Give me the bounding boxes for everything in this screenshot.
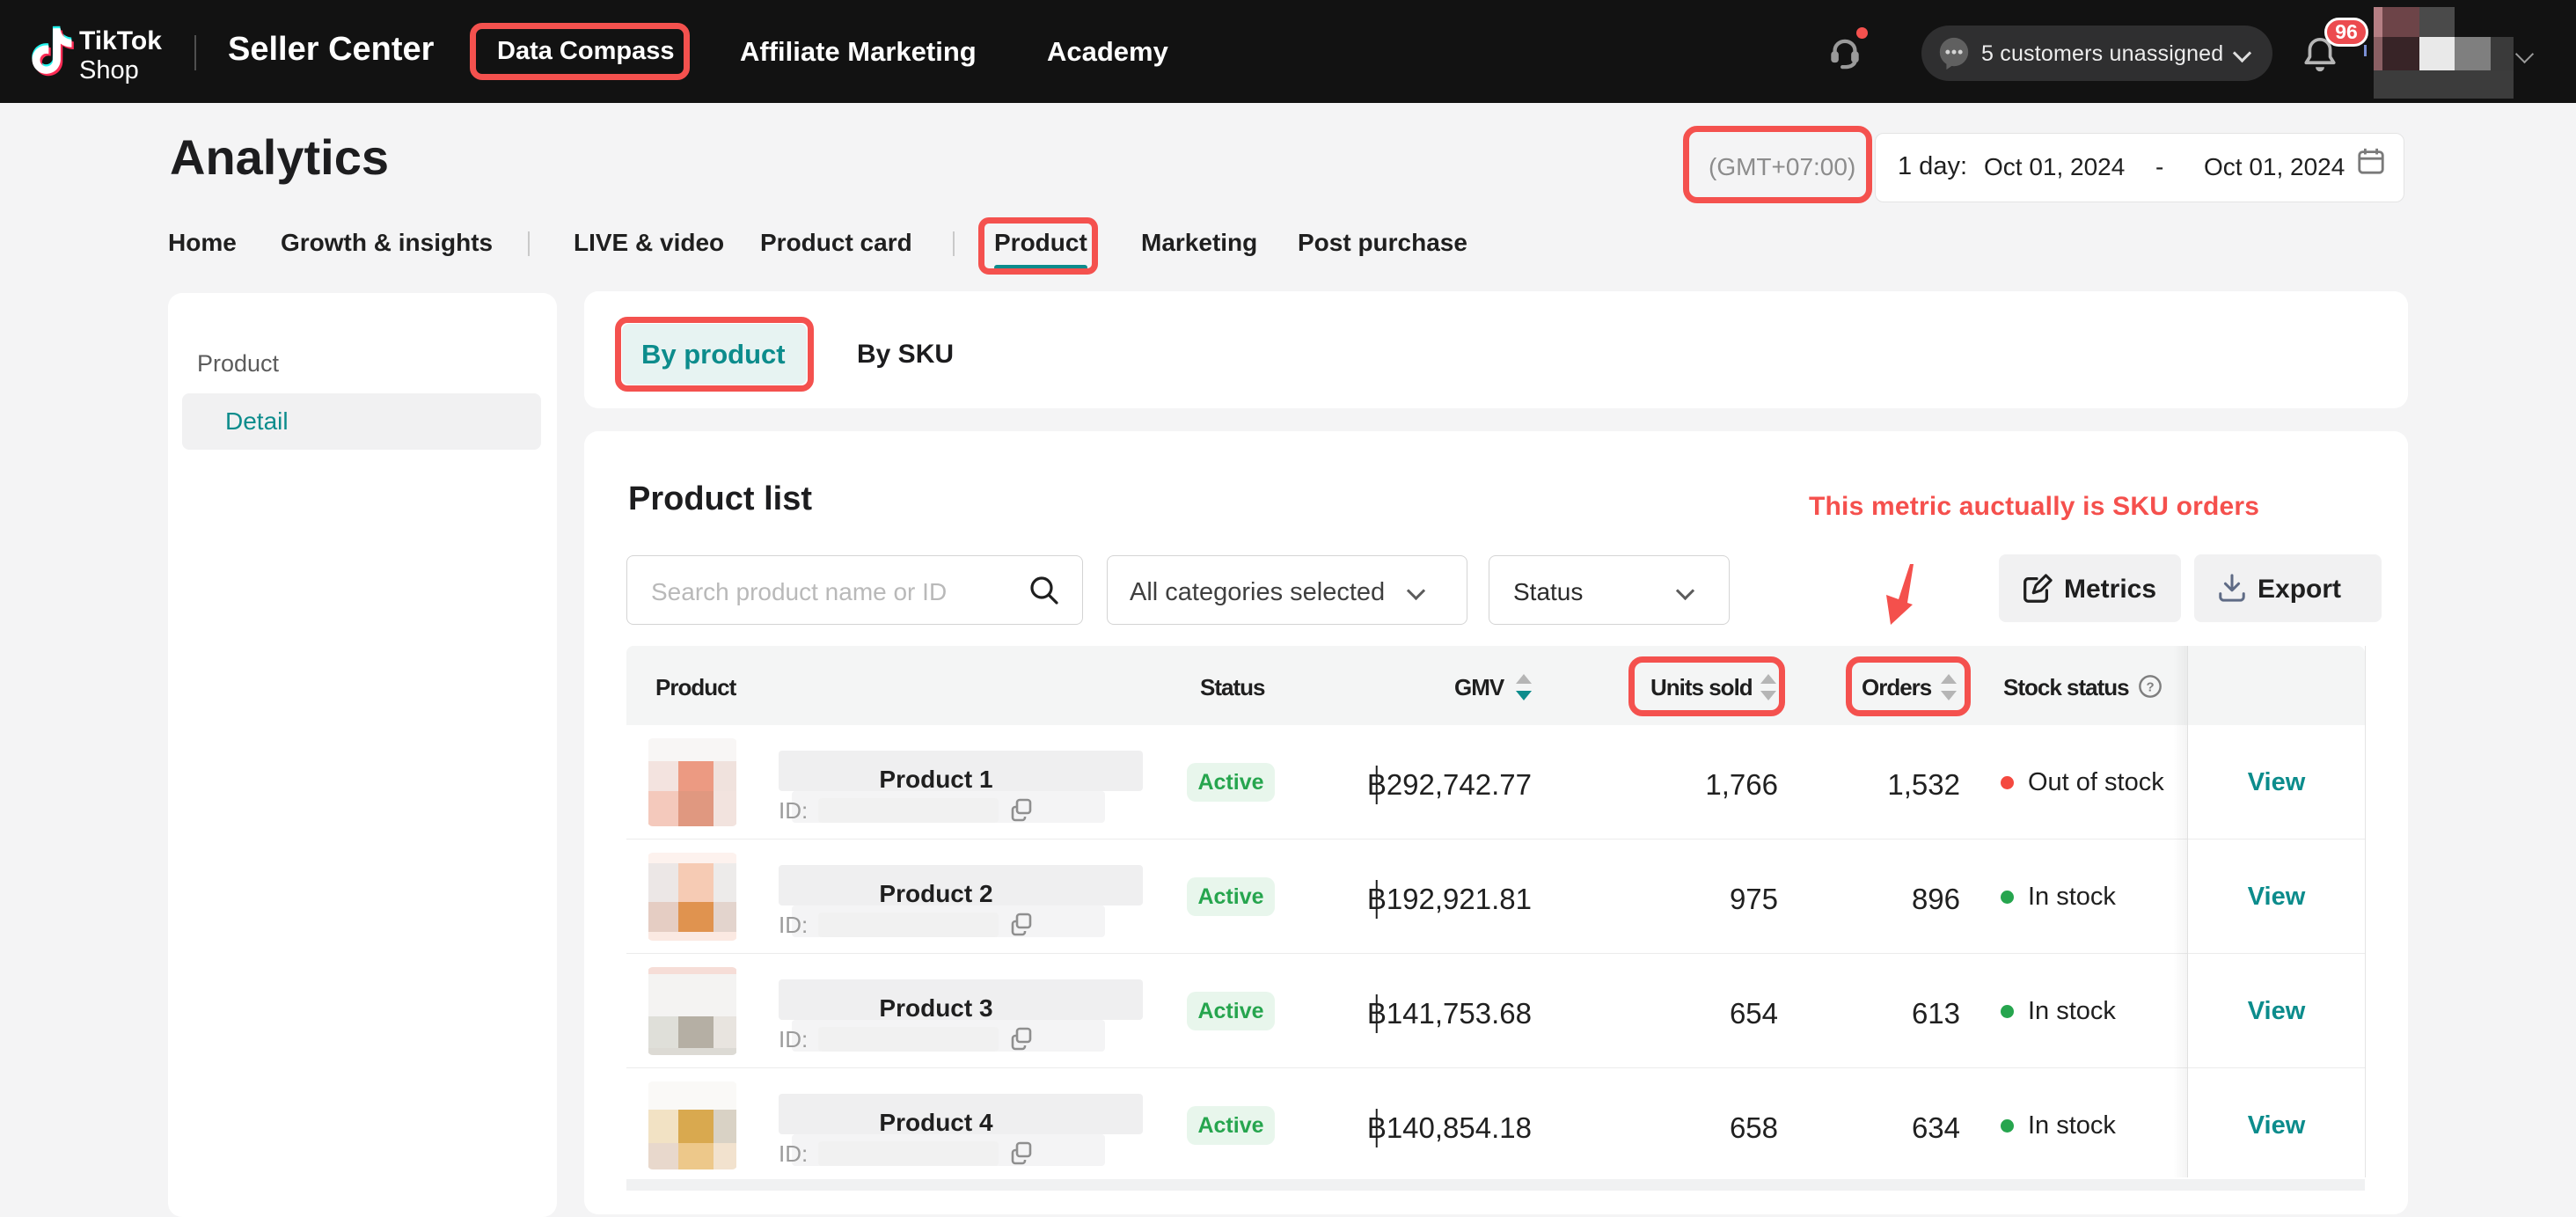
svg-text:?: ? bbox=[2146, 680, 2154, 695]
